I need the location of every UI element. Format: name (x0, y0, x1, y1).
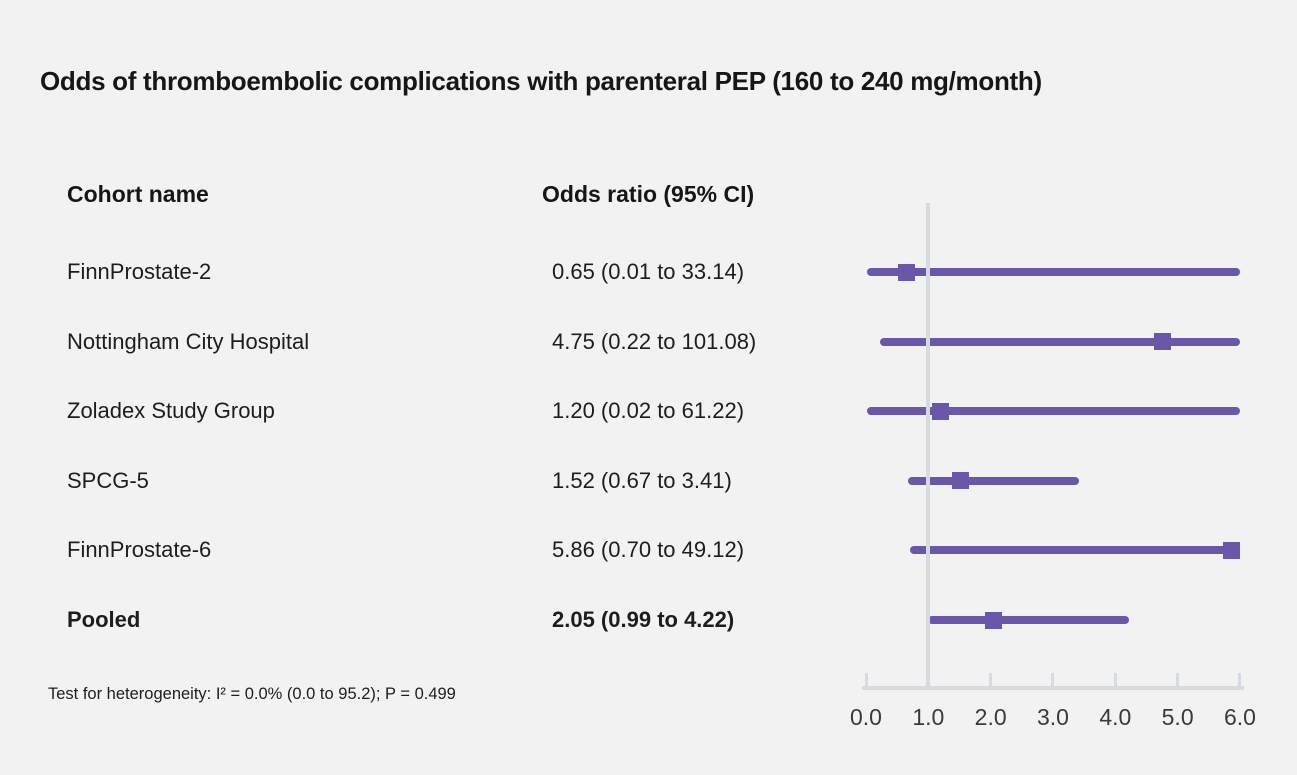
chart-title: Odds of thromboembolic complications wit… (40, 66, 1042, 96)
column-header-cohort-name: Cohort name (67, 181, 209, 207)
x-axis-tick (1051, 673, 1055, 686)
column-header-odds-ratio: Odds ratio (95% CI) (542, 181, 755, 207)
odds-ratio-value: 2.05 (0.99 to 4.22) (552, 607, 735, 632)
x-axis-tick (926, 673, 930, 686)
odds-ratio-value: 5.86 (0.70 to 49.12) (552, 537, 745, 563)
reference-line (926, 203, 931, 690)
x-axis-tick (864, 673, 868, 686)
x-axis-tick-label: 4.0 (1099, 704, 1132, 730)
confidence-interval-line (866, 268, 1240, 276)
estimate-marker (1222, 541, 1240, 559)
confidence-interval-line (879, 337, 1240, 346)
heterogeneity-footnote: Test for heterogeneity: I² = 0.0% (0.0 t… (48, 685, 456, 703)
x-axis-tick (989, 673, 993, 686)
confidence-interval-line (927, 616, 1130, 624)
x-axis-tick-label: 1.0 (912, 704, 945, 730)
x-axis-tick (1113, 673, 1117, 686)
x-axis-tick-label: 5.0 (1161, 704, 1194, 730)
cohort-name-label: FinnProstate-2 (67, 259, 212, 284)
cohort-name-label: Zoladex Study Group (67, 398, 275, 424)
estimate-marker (898, 263, 915, 281)
odds-ratio-value: 1.52 (0.67 to 3.41) (552, 467, 732, 493)
cohort-name-label: FinnProstate-6 (67, 537, 212, 563)
x-axis-tick (1238, 673, 1242, 686)
cohort-name-label: Nottingham City Hospital (67, 328, 310, 354)
cohort-name-label: SPCG-5 (67, 467, 149, 493)
x-axis-line (862, 686, 1244, 690)
x-axis-tick-label: 0.0 (850, 704, 882, 730)
confidence-interval-line (867, 407, 1240, 416)
odds-ratio-value: 1.20 (0.02 to 61.22) (552, 398, 745, 424)
estimate-marker (985, 611, 1003, 629)
confidence-interval-line (909, 546, 1240, 555)
x-axis-tick-label: 3.0 (1036, 704, 1069, 730)
x-axis-tick (1176, 673, 1180, 686)
odds-ratio-value: 0.65 (0.01 to 33.14) (552, 259, 745, 284)
x-axis-tick-label: 2.0 (974, 704, 1007, 730)
odds-ratio-value: 4.75 (0.22 to 101.08) (552, 328, 757, 354)
confidence-interval-line (907, 476, 1079, 485)
estimate-marker (952, 472, 970, 490)
cohort-name-label: Pooled (67, 607, 141, 632)
x-axis-tick-label: 6.0 (1223, 704, 1256, 730)
estimate-marker (932, 402, 950, 420)
estimate-marker (1153, 333, 1171, 351)
